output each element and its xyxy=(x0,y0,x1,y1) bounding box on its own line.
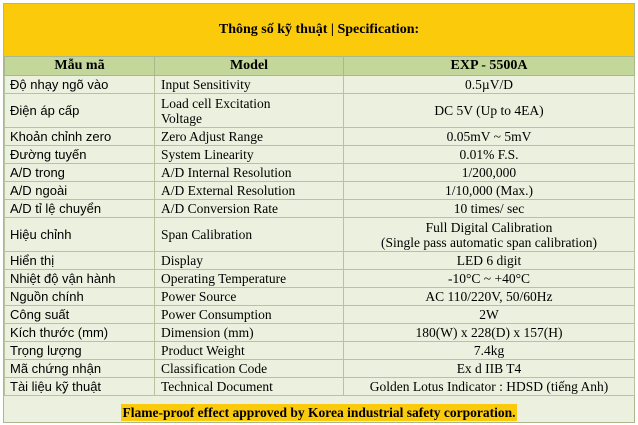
row-label-en: A/D External Resolution xyxy=(154,181,344,200)
row-label-vi: Nguồn chính xyxy=(4,287,155,306)
row-value: Ex d IIB T4 xyxy=(343,359,635,378)
row-label-vi: Đường tuyến xyxy=(4,145,155,164)
header-row: Mẫu mã Model EXP - 5500A xyxy=(4,56,635,76)
row-label-vi: A/D trong xyxy=(4,163,155,182)
table-row: A/D trong A/D Internal Resolution 1/200,00… xyxy=(4,163,635,182)
row-value: Golden Lotus Indicator : HDSD (tiếng Anh… xyxy=(343,377,635,396)
row-value: 7.4kg xyxy=(343,341,635,360)
table-row: Trọng lượng Product Weight 7.4kg xyxy=(4,341,635,360)
table-row: Đường tuyến System Linearity 0.01% F.S. xyxy=(4,145,635,164)
row-label-en: Classification Code xyxy=(154,359,344,378)
footer-note: Flame-proof effect approved by Korea ind… xyxy=(4,403,634,422)
row-label-en: Display xyxy=(154,251,344,270)
row-label-vi: Mã chứng nhận xyxy=(4,359,155,378)
header-vi: Mẫu mã xyxy=(4,56,155,76)
spec-title: Thông số kỹ thuật | Specification: xyxy=(4,4,634,56)
row-label-vi: Kích thước (mm) xyxy=(4,323,155,342)
row-label-en-line: Voltage xyxy=(161,110,202,126)
row-label-en: A/D Internal Resolution xyxy=(154,163,344,182)
row-value: 1/10,000 (Max.) xyxy=(343,181,635,200)
row-value: LED 6 digit xyxy=(343,251,635,270)
row-value: 180(W) x 228(D) x 157(H) xyxy=(343,323,635,342)
row-label-vi: Độ nhạy ngõ vào xyxy=(4,75,155,94)
row-label-en: Load cell Excitation Voltage xyxy=(154,93,344,128)
table-row: A/D ngoài A/D External Resolution 1/10,000… xyxy=(4,181,635,200)
header-model-value: EXP - 5500A xyxy=(343,56,635,76)
header-en: Model xyxy=(154,56,344,76)
table-row: Nguồn chính Power Source AC 110/220V, 50/6… xyxy=(4,287,635,306)
table-row: Kích thước (mm) Dimension (mm) 180(W) x 22… xyxy=(4,323,635,342)
row-label-vi: A/D tỉ lệ chuyển xyxy=(4,199,155,218)
table-row: Hiệu chỉnh Span Calibration Full Digital C… xyxy=(4,217,635,252)
table-row: Nhiệt độ vận hành Operating Temperature -1… xyxy=(4,269,635,288)
row-value: 2W xyxy=(343,305,635,324)
row-value: 0.5µV/D xyxy=(343,75,635,94)
table-row: Công suất Power Consumption 2W xyxy=(4,305,635,324)
row-label-en: Input Sensitivity xyxy=(154,75,344,94)
row-label-vi: Khoản chỉnh zero xyxy=(4,127,155,146)
footer-text: Flame-proof effect approved by Korea ind… xyxy=(120,404,518,421)
row-value: -10°C ~ +40°C xyxy=(343,269,635,288)
row-label-vi: Hiệu chỉnh xyxy=(4,217,155,252)
row-label-en: Product Weight xyxy=(154,341,344,360)
row-value-line: (Single pass automatic span calibration) xyxy=(381,234,597,250)
row-value-line: Full Digital Calibration xyxy=(425,219,553,235)
row-label-en: A/D Conversion Rate xyxy=(154,199,344,218)
row-value: AC 110/220V, 50/60Hz xyxy=(343,287,635,306)
table-row: Mã chứng nhận Classification Code Ex d IIB… xyxy=(4,359,635,378)
specification-table-container: Thông số kỹ thuật | Specification: Mẫu m… xyxy=(3,3,635,423)
table-row: Khoản chỉnh zero Zero Adjust Range 0.05mV … xyxy=(4,127,635,146)
spec-table-body: Độ nhạy ngõ vào Input Sensitivity 0.5µV/D Đ… xyxy=(4,75,635,396)
row-label-en: Dimension (mm) xyxy=(154,323,344,342)
row-value: 0.05mV ~ 5mV xyxy=(343,127,635,146)
row-value: 0.01% F.S. xyxy=(343,145,635,164)
row-label-en: System Linearity xyxy=(154,145,344,164)
row-label-vi: Tài liệu kỹ thuật xyxy=(4,377,155,396)
row-label-en: Span Calibration xyxy=(154,217,344,252)
row-label-en: Power Consumption xyxy=(154,305,344,324)
table-row: Tài liệu kỹ thuật Technical Document Golde… xyxy=(4,377,635,396)
row-value: Full Digital Calibration (Single pass aut… xyxy=(343,217,635,252)
row-label-en: Zero Adjust Range xyxy=(154,127,344,146)
row-value: 10 times/ sec xyxy=(343,199,635,218)
row-label-vi: A/D ngoài xyxy=(4,181,155,200)
table-row: Hiển thị Display LED 6 digit xyxy=(4,251,635,270)
row-label-en-line: Load cell Excitation xyxy=(161,95,271,111)
row-label-vi: Hiển thị xyxy=(4,251,155,270)
row-label-en: Power Source xyxy=(154,287,344,306)
row-label-vi: Nhiệt độ vận hành xyxy=(4,269,155,288)
row-value: DC 5V (Up to 4EA) xyxy=(343,93,635,128)
row-label-vi: Công suất xyxy=(4,305,155,324)
row-label-en: Technical Document xyxy=(154,377,344,396)
row-label-vi: Điện áp cấp xyxy=(4,93,155,128)
table-row: Độ nhạy ngõ vào Input Sensitivity 0.5µV/D xyxy=(4,75,635,94)
row-label-vi: Trọng lượng xyxy=(4,341,155,360)
table-row: Điện áp cấp Load cell Excitation Voltage DC… xyxy=(4,93,635,128)
row-value: 1/200,000 xyxy=(343,163,635,182)
table-row: A/D tỉ lệ chuyển A/D Conversion Rate 10 ti… xyxy=(4,199,635,218)
spec-table: Mẫu mã Model EXP - 5500A Độ nhạy ngõ vào… xyxy=(4,56,635,396)
row-label-en: Operating Temperature xyxy=(154,269,344,288)
